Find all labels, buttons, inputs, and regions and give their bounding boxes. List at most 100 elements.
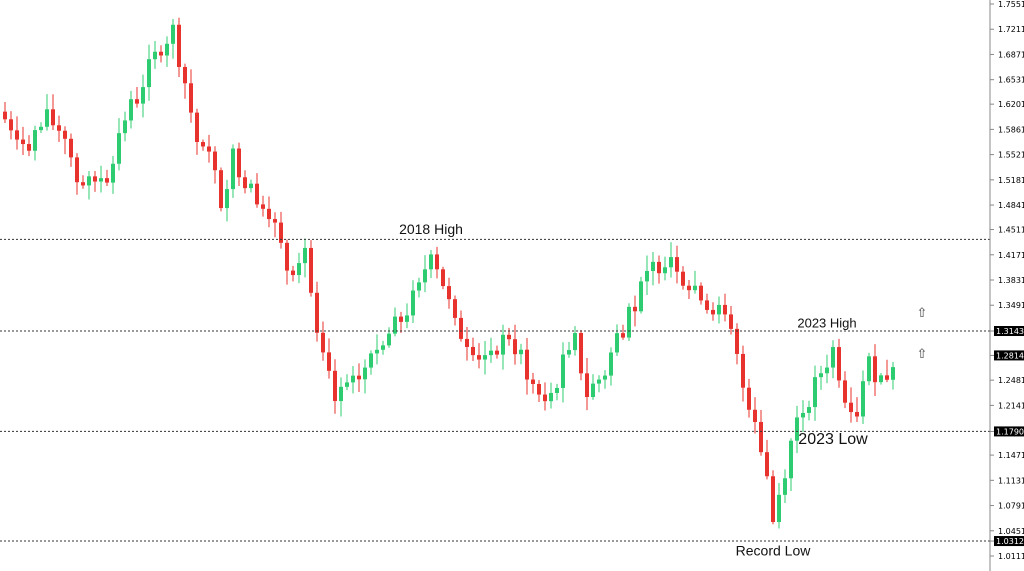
candle-down	[57, 125, 61, 131]
candle-down	[81, 182, 85, 186]
candle-down	[279, 222, 283, 243]
price-tick-label: 1.04510	[998, 527, 1024, 536]
candle-up	[123, 120, 127, 134]
candle-down	[213, 151, 217, 171]
candle-up	[693, 285, 697, 291]
candle-down	[435, 254, 439, 270]
candle-down	[273, 219, 277, 223]
price-tick-label: 1.65310	[998, 76, 1024, 85]
candle-up	[795, 417, 799, 441]
annotation-label: 2018 High	[399, 221, 463, 237]
candle-down	[27, 144, 31, 151]
annotation-label: Record Low	[736, 542, 812, 558]
candle-down	[399, 316, 403, 322]
candle-up	[813, 377, 817, 408]
candle-down	[687, 285, 691, 291]
price-tick-label: 1.72110	[998, 25, 1024, 34]
candle-up	[225, 189, 229, 209]
candle-up	[501, 334, 505, 355]
up-arrow-icon: ⇧	[917, 347, 928, 362]
candle-up	[111, 163, 115, 183]
candle-down	[885, 375, 889, 380]
candle-up	[663, 267, 667, 274]
candle-up	[807, 407, 811, 413]
candle-down	[15, 130, 19, 140]
candle-up	[615, 333, 619, 353]
candle-down	[579, 333, 583, 374]
candle-down	[507, 334, 511, 340]
candle-down	[183, 66, 187, 84]
price-tick-label: 1.41710	[998, 251, 1024, 260]
price-tick-label: 1.45110	[998, 226, 1024, 235]
candle-up	[567, 350, 571, 355]
price-axis: 1.75510 1.72110 1.68710 1.65310 1.62010 1.586…	[990, 0, 1024, 561]
candle-up	[39, 126, 43, 131]
candle-up	[639, 281, 643, 312]
price-tick-label: 1.11310	[998, 476, 1024, 485]
candle-up	[573, 333, 577, 351]
price-tag-label: 1.03126	[996, 537, 1024, 546]
candle-down	[453, 299, 457, 318]
candle-up	[363, 367, 367, 380]
candle-down	[63, 130, 67, 139]
candle-down	[471, 346, 475, 356]
price-tick-label: 1.01110	[998, 552, 1024, 561]
candle-up	[801, 412, 805, 418]
candle-down	[525, 349, 529, 380]
candle-up	[375, 349, 379, 354]
candle-down	[159, 51, 163, 56]
candle-down	[267, 208, 271, 220]
candle-up	[555, 387, 559, 393]
candle-up	[519, 349, 523, 355]
candle-down	[243, 177, 247, 189]
candle-up	[651, 261, 655, 271]
candle-down	[531, 379, 535, 384]
candle-down	[21, 139, 25, 145]
candle-up	[153, 51, 157, 60]
candle-up	[249, 183, 253, 189]
candle-down	[495, 350, 499, 355]
candle-up	[405, 315, 409, 322]
candle-down	[621, 333, 625, 338]
candle-down	[441, 269, 445, 287]
candle-up	[345, 382, 349, 387]
candle-down	[765, 452, 769, 477]
candle-down	[291, 270, 295, 276]
candle-down	[735, 328, 739, 354]
candle-down	[537, 383, 541, 395]
candle-up	[627, 306, 631, 338]
candle-down	[843, 380, 847, 403]
candle-up	[603, 375, 607, 380]
candle-up	[147, 59, 151, 88]
candle-down	[741, 353, 745, 388]
candle-up	[141, 87, 145, 104]
price-tick-label: 1.75510	[998, 0, 1024, 9]
candle-down	[759, 421, 763, 453]
price-tick-label: 1.68710	[998, 50, 1024, 59]
candle-up	[297, 263, 301, 276]
candle-down	[333, 370, 337, 402]
price-tick-label: 1.55210	[998, 151, 1024, 160]
candle-down	[51, 109, 55, 126]
candle-down	[723, 304, 727, 315]
candle-down	[285, 242, 289, 271]
candle-up	[33, 130, 37, 151]
candle-up	[783, 478, 787, 495]
price-tick-label: 1.24810	[998, 376, 1024, 385]
price-tick-label: 1.34910	[998, 301, 1024, 310]
candle-down	[105, 178, 109, 183]
candle-up	[351, 375, 355, 383]
candle-down	[207, 146, 211, 152]
candle-up	[777, 494, 781, 522]
candle-down	[195, 112, 199, 143]
candle-up	[429, 254, 433, 270]
up-arrow-icon: ⇧	[917, 306, 928, 321]
candle-up	[129, 99, 133, 121]
candle-up	[861, 381, 865, 417]
price-tick-label: 1.62010	[998, 100, 1024, 109]
candle-down	[309, 247, 313, 293]
candle-down	[681, 271, 685, 286]
annotation-label: 2023 Low	[798, 431, 868, 448]
price-tag-label: 1.31435	[996, 327, 1024, 336]
candle-down	[513, 339, 517, 355]
